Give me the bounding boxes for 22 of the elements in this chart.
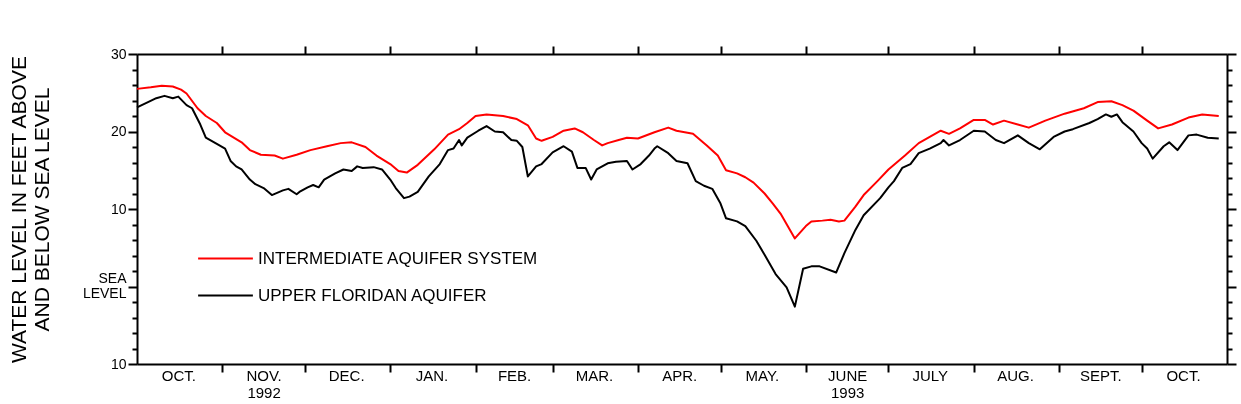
x-tick-label: NOV. 1992 bbox=[246, 366, 282, 401]
x-tick-label: FEB. bbox=[497, 366, 532, 384]
x-tick-label: AUG. bbox=[997, 366, 1034, 384]
x-tick-label: JAN. bbox=[415, 366, 449, 384]
y-axis-title: WATER LEVEL IN FEET ABOVE AND BELOW SEA LEVEL bbox=[6, 56, 53, 363]
y-tick-label: 20 bbox=[110, 123, 127, 139]
x-tick-label: APR. bbox=[662, 366, 698, 384]
y-tick-label: 30 bbox=[110, 45, 127, 62]
x-tick-label: OCT. bbox=[161, 366, 196, 384]
x-tick-label: DEC. bbox=[328, 366, 365, 384]
y-tick-label: 10 bbox=[110, 355, 127, 372]
x-tick-label: JUNE 1993 bbox=[828, 366, 868, 401]
x-tick-label: OCT. bbox=[1166, 366, 1201, 384]
x-tick-label: MAY. bbox=[745, 366, 780, 384]
x-tick-label: MAR. bbox=[575, 366, 614, 384]
line-series bbox=[136, 84, 1220, 240]
x-tick-label: SEPT. bbox=[1080, 366, 1122, 384]
y-tick-label: SEA LEVEL bbox=[82, 270, 128, 301]
x-tick-label: JULY bbox=[912, 366, 949, 384]
y-tick-label: 10 bbox=[110, 200, 127, 217]
legend-label: UPPER FLORIDAN AQUIFER bbox=[258, 285, 487, 305]
legend-label: INTERMEDIATE AQUIFER SYSTEM bbox=[258, 248, 538, 268]
